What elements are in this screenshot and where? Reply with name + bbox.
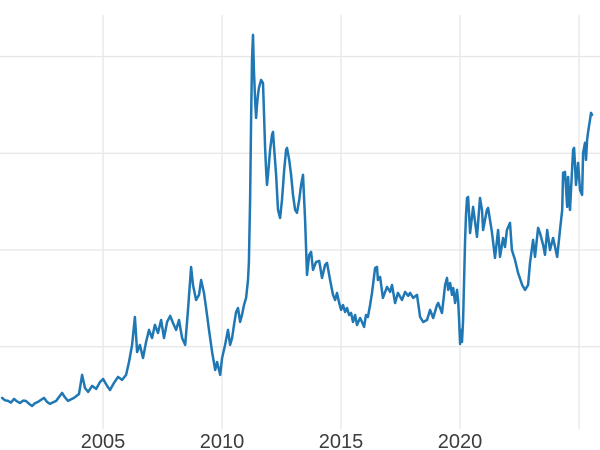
x-axis-tick-label: 2015 [319, 431, 364, 450]
x-axis-tick-label: 2020 [438, 431, 483, 450]
x-axis-tick-label: 2010 [200, 431, 245, 450]
price-line-series [0, 33, 594, 408]
x-axis-tick-label: 2005 [81, 431, 126, 450]
